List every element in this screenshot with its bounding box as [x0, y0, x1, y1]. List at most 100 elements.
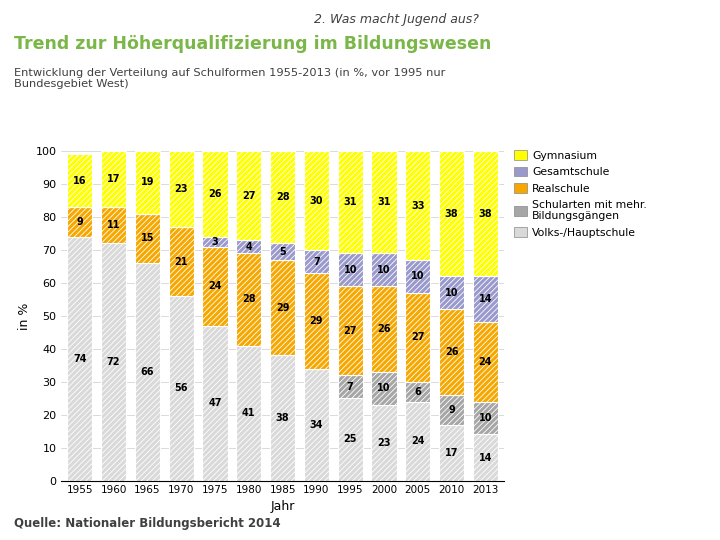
- Bar: [101, 207, 126, 244]
- Text: 10: 10: [445, 288, 459, 298]
- Bar: [439, 309, 464, 395]
- Text: 27: 27: [343, 326, 357, 336]
- Text: 2. Was macht Jugend aus?: 2. Was macht Jugend aus?: [314, 14, 478, 26]
- Legend: Gymnasium, Gesamtschule, Realschule, Schularten mit mehr.
Bildungsgängen, Volks-: Gymnasium, Gesamtschule, Realschule, Sch…: [514, 150, 647, 238]
- Text: 14: 14: [479, 294, 492, 305]
- Bar: [270, 151, 295, 244]
- Bar: [168, 151, 194, 227]
- Text: 17: 17: [445, 448, 459, 457]
- X-axis label: Jahr: Jahr: [271, 500, 294, 512]
- Bar: [67, 154, 92, 207]
- Text: 9: 9: [449, 405, 455, 415]
- Bar: [405, 293, 431, 382]
- Bar: [338, 151, 363, 253]
- Bar: [236, 253, 261, 346]
- Bar: [101, 151, 126, 207]
- Bar: [270, 244, 295, 260]
- Bar: [439, 151, 464, 276]
- Bar: [101, 151, 126, 207]
- Bar: [202, 151, 228, 237]
- Text: 15: 15: [140, 233, 154, 244]
- Bar: [439, 276, 464, 309]
- Bar: [338, 253, 363, 286]
- Text: 10: 10: [479, 413, 492, 423]
- Text: 23: 23: [377, 438, 391, 448]
- Bar: [405, 382, 431, 402]
- Bar: [338, 399, 363, 481]
- Bar: [473, 276, 498, 322]
- Bar: [202, 247, 228, 326]
- Text: 26: 26: [208, 189, 222, 199]
- Bar: [338, 286, 363, 375]
- Text: 14: 14: [479, 453, 492, 463]
- Bar: [202, 326, 228, 481]
- Bar: [439, 309, 464, 395]
- Bar: [338, 151, 363, 253]
- Bar: [405, 293, 431, 382]
- Bar: [101, 244, 126, 481]
- Bar: [168, 227, 194, 296]
- Bar: [405, 260, 431, 293]
- Text: 38: 38: [445, 209, 459, 219]
- Bar: [372, 405, 397, 481]
- Bar: [372, 151, 397, 253]
- Bar: [67, 207, 92, 237]
- Bar: [67, 207, 92, 237]
- Text: 41: 41: [242, 408, 256, 418]
- Text: 7: 7: [347, 382, 354, 392]
- Text: 29: 29: [310, 316, 323, 326]
- Text: 47: 47: [208, 398, 222, 408]
- Text: 3: 3: [212, 237, 218, 247]
- Text: 56: 56: [174, 383, 188, 393]
- Bar: [405, 260, 431, 293]
- Text: 10: 10: [343, 265, 357, 275]
- Bar: [439, 424, 464, 481]
- Bar: [372, 253, 397, 286]
- Bar: [270, 355, 295, 481]
- Bar: [473, 435, 498, 481]
- Bar: [236, 240, 261, 253]
- Text: 31: 31: [377, 197, 391, 207]
- Bar: [304, 250, 329, 273]
- Text: 4: 4: [246, 242, 252, 252]
- Bar: [304, 250, 329, 273]
- Text: 21: 21: [174, 256, 188, 267]
- Bar: [236, 253, 261, 346]
- Bar: [372, 372, 397, 405]
- Bar: [304, 151, 329, 250]
- Bar: [473, 402, 498, 435]
- Text: 29: 29: [276, 302, 289, 313]
- Bar: [405, 402, 431, 481]
- Bar: [67, 237, 92, 481]
- Bar: [304, 369, 329, 481]
- Text: 27: 27: [411, 332, 425, 342]
- Bar: [304, 273, 329, 369]
- Text: 10: 10: [411, 272, 425, 281]
- Text: 31: 31: [343, 197, 357, 207]
- Bar: [473, 435, 498, 481]
- Bar: [168, 151, 194, 227]
- Bar: [236, 346, 261, 481]
- Bar: [338, 375, 363, 399]
- Bar: [270, 244, 295, 260]
- Text: 24: 24: [411, 436, 425, 446]
- Bar: [473, 151, 498, 276]
- Bar: [135, 214, 160, 263]
- Bar: [439, 276, 464, 309]
- Text: 72: 72: [107, 357, 120, 367]
- Text: 38: 38: [479, 209, 492, 219]
- Text: 19: 19: [140, 178, 154, 187]
- Bar: [405, 151, 431, 260]
- Bar: [168, 227, 194, 296]
- Bar: [101, 207, 126, 244]
- Bar: [270, 151, 295, 244]
- Bar: [304, 151, 329, 250]
- Bar: [372, 286, 397, 372]
- Bar: [473, 402, 498, 435]
- Text: 28: 28: [242, 294, 256, 305]
- Bar: [473, 322, 498, 402]
- Text: 33: 33: [411, 200, 425, 211]
- Bar: [405, 151, 431, 260]
- Text: 17: 17: [107, 174, 120, 184]
- Bar: [236, 240, 261, 253]
